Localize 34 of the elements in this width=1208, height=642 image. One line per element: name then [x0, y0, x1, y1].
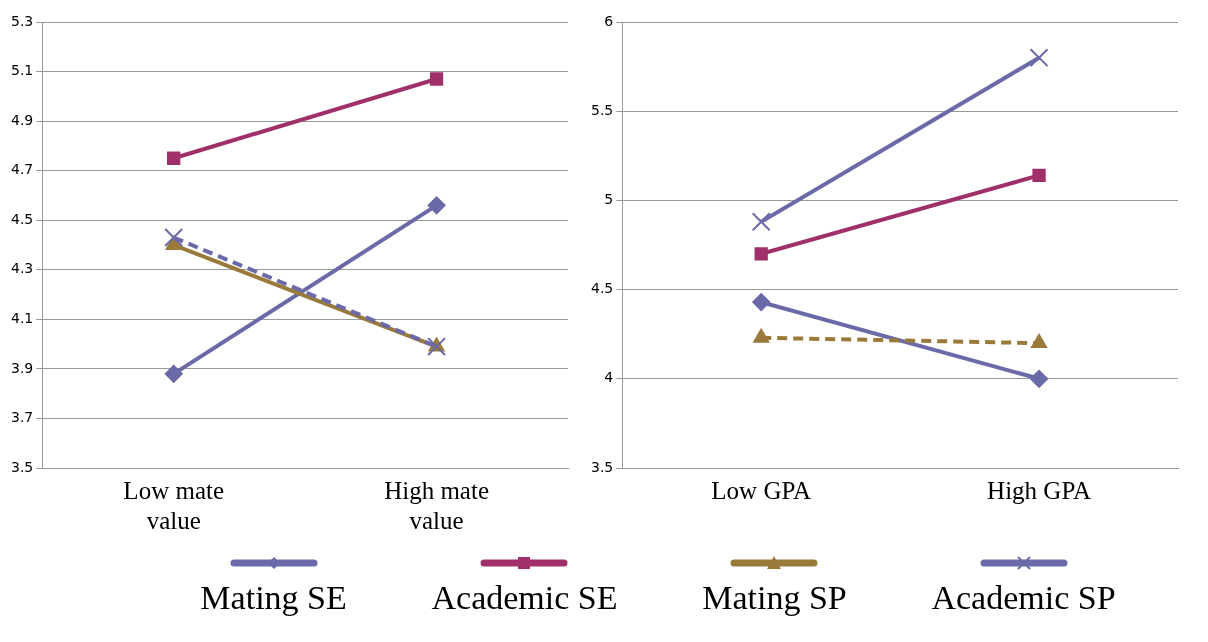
- y-tick-label: 5: [604, 191, 614, 208]
- y-tick-label: 4.9: [11, 111, 34, 128]
- point: [1030, 369, 1049, 388]
- point: [752, 293, 771, 312]
- x-tick-label: Low mate value: [123, 476, 225, 534]
- point: [167, 151, 181, 165]
- y-tick-label: 4.5: [11, 210, 34, 227]
- point: [1032, 168, 1046, 183]
- legend-label: Academic SP: [931, 579, 1116, 617]
- point: [429, 72, 444, 86]
- y-tick-label: 4.7: [11, 161, 34, 178]
- legend-label: Mating SE: [200, 579, 347, 617]
- y-tick-label: 4.1: [11, 309, 34, 326]
- y-tick-label: 4: [604, 369, 614, 386]
- y-tick-label: 3.7: [11, 409, 34, 426]
- y-tick-label: 5.3: [11, 12, 34, 29]
- legend-label: Academic SE: [431, 579, 618, 617]
- y-tick-label: 5.5: [591, 101, 614, 118]
- point: [164, 364, 183, 383]
- y-tick-label: 3.5: [591, 458, 614, 475]
- legend-label: Mating SP: [702, 579, 847, 617]
- y-tick-label: 4.5: [591, 280, 614, 297]
- point: [751, 212, 771, 232]
- y-tick-label: 3.5: [11, 458, 34, 475]
- point: [1029, 48, 1049, 68]
- y-tick-label: 6: [604, 12, 614, 29]
- x-tick-label: High GPA: [987, 476, 1092, 504]
- x-tick-label: Low GPA: [711, 476, 812, 504]
- x-tick-label: High mate value: [384, 476, 489, 534]
- point: [754, 247, 768, 261]
- y-tick-label: 5.1: [11, 62, 34, 79]
- y-tick-label: 3.9: [11, 359, 34, 376]
- point: [427, 196, 446, 215]
- y-tick-label: 4.3: [11, 260, 34, 277]
